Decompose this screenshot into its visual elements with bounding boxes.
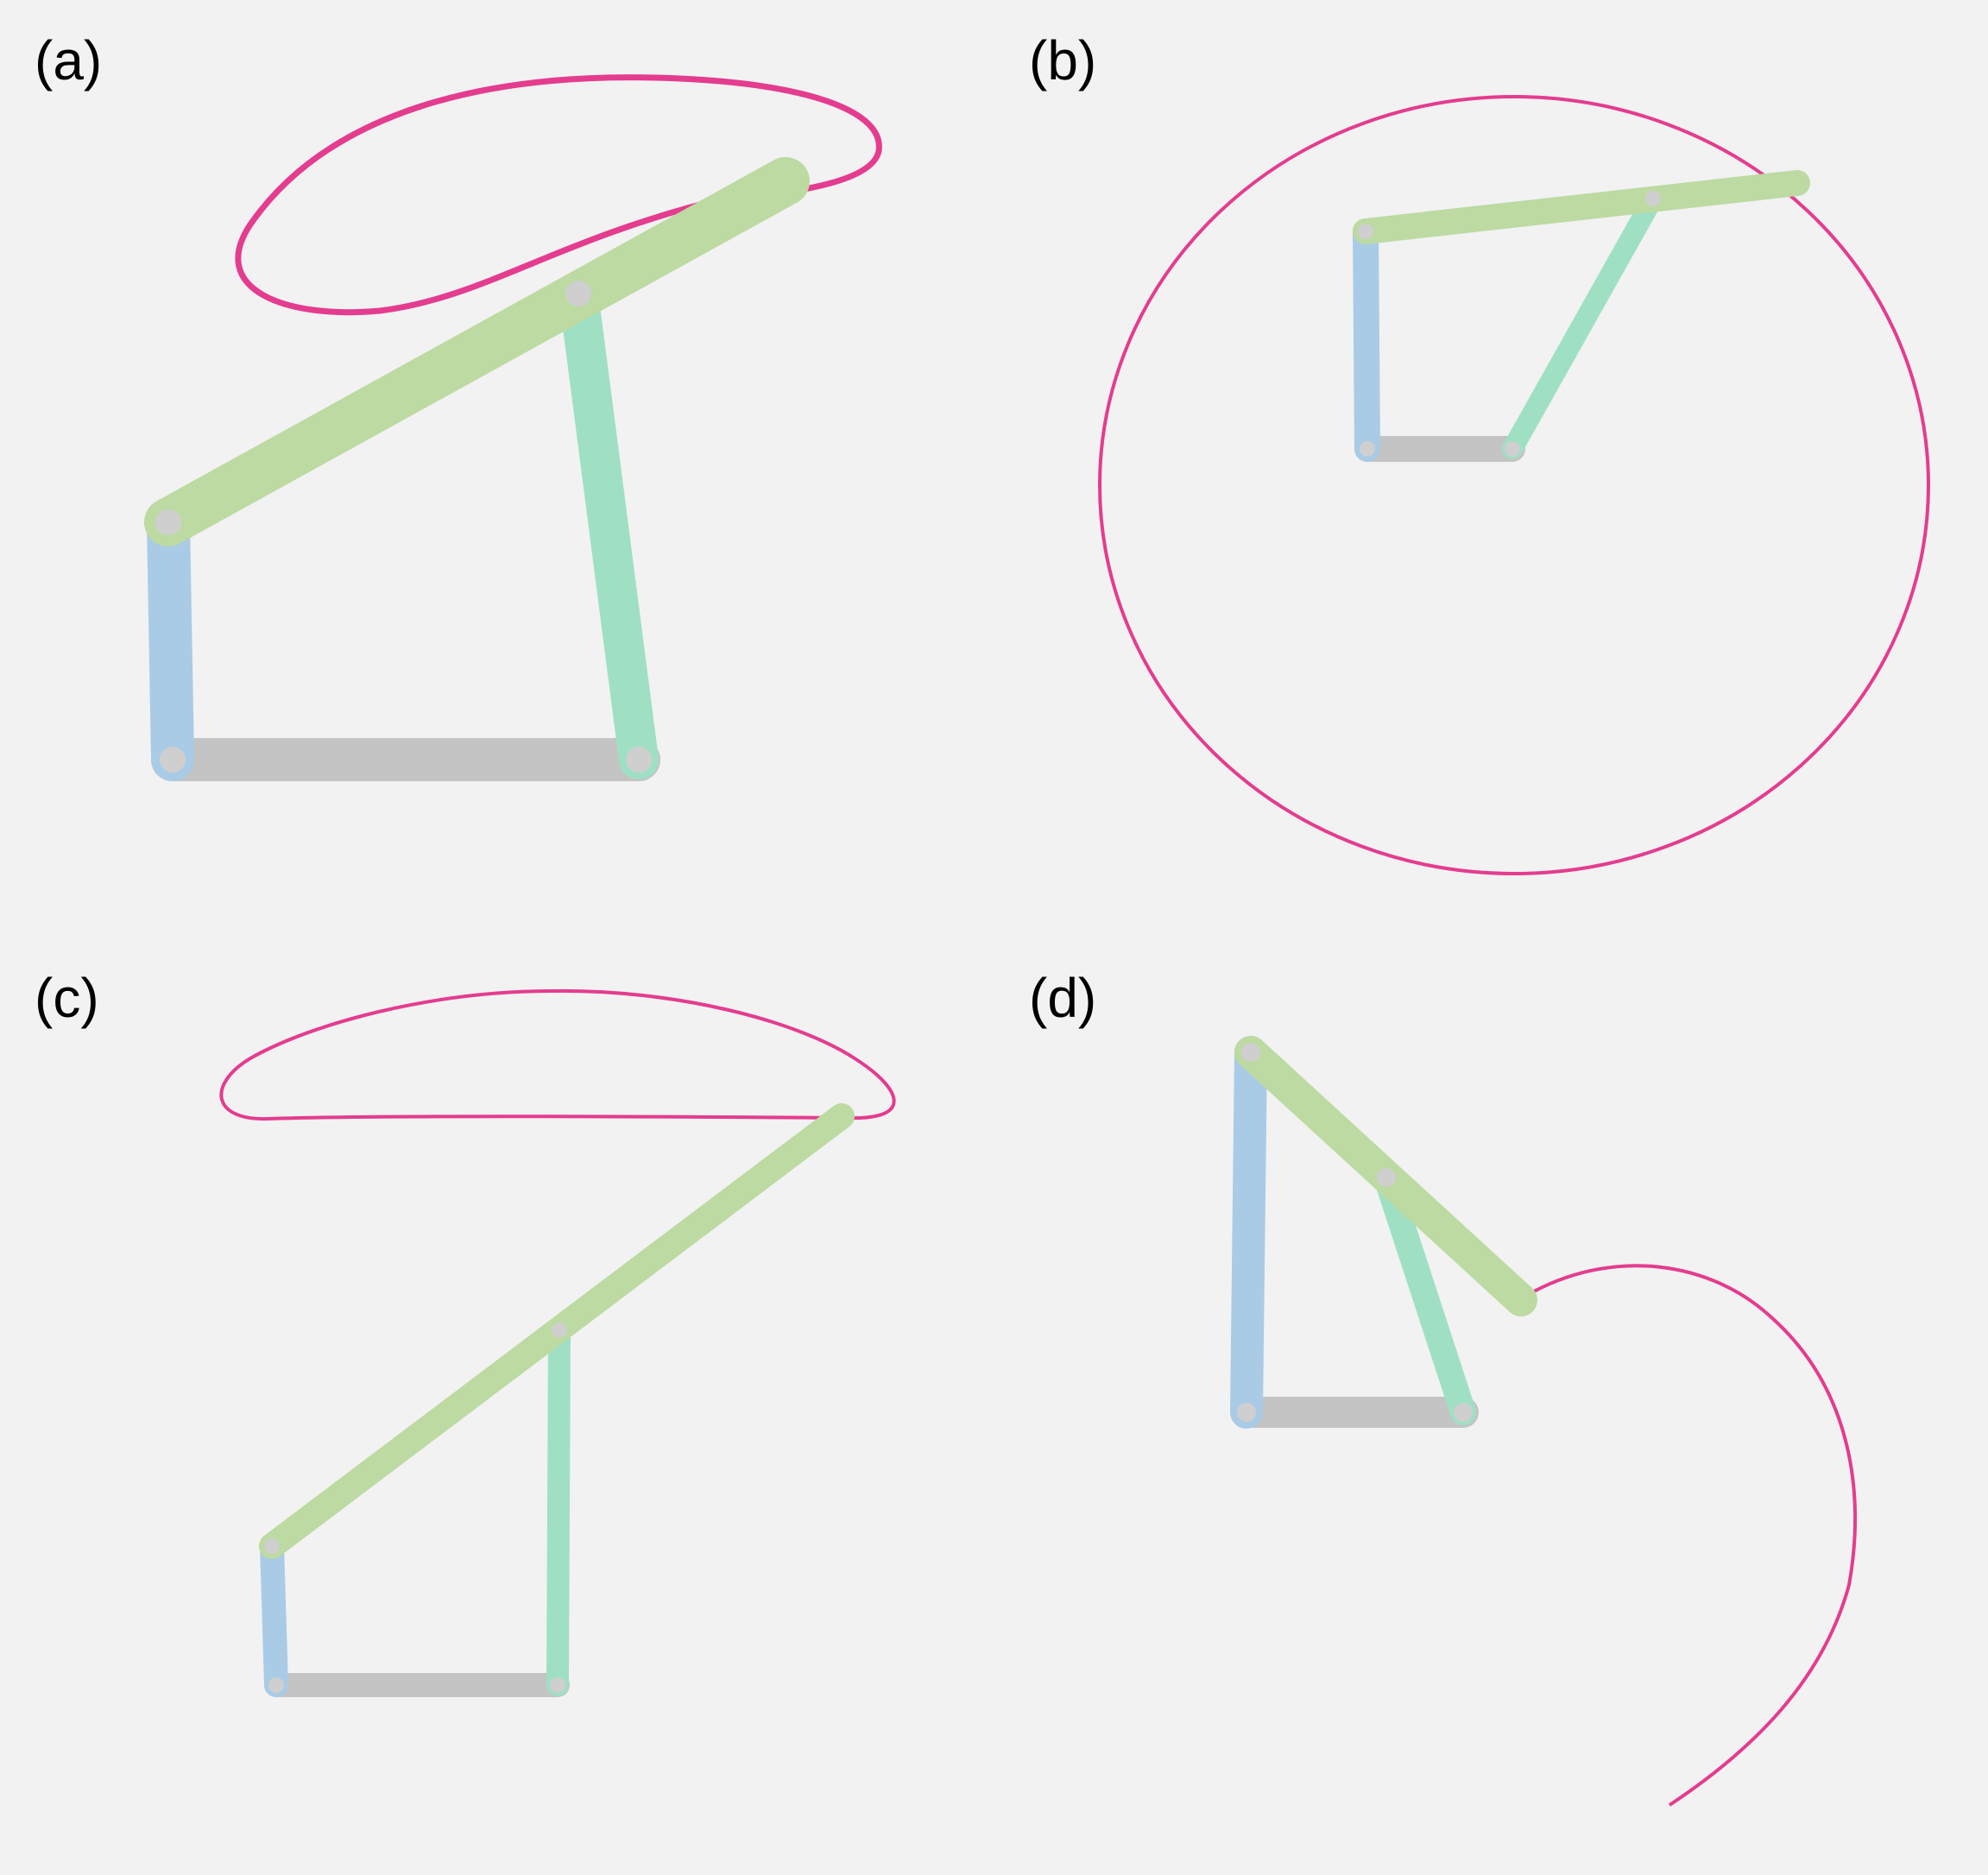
trace-curve-a (235, 74, 882, 316)
joint-d4 (1377, 1168, 1396, 1187)
linkage-diagram-a (144, 74, 882, 781)
joint-c2 (550, 1677, 565, 1693)
joint-a1 (160, 747, 186, 773)
panel-label-b: (b) (1029, 29, 1097, 92)
input-link-d (1230, 1036, 1267, 1429)
joint-b4 (1645, 191, 1661, 206)
panel-d: (d) (994, 938, 1988, 1875)
coupler-link-a (144, 157, 810, 546)
panel-b: (b) (994, 0, 1988, 938)
output-link-d (1373, 1165, 1476, 1425)
panel-c: (c) (0, 938, 994, 1875)
linkage-diagram-c (219, 988, 896, 1697)
joint-a4 (565, 281, 591, 306)
joint-c3 (264, 1538, 280, 1554)
trace-curve-b (1098, 95, 1930, 875)
joint-b2 (1505, 441, 1520, 457)
joint-a2 (626, 747, 652, 773)
joint-c1 (268, 1677, 284, 1693)
input-link-c (260, 1534, 288, 1697)
panel-label-d: (d) (1029, 967, 1097, 1029)
input-link-a (147, 501, 194, 781)
output-link-c (546, 1319, 571, 1696)
trace-curve-c (219, 988, 896, 1121)
trace-curve-d (1533, 1264, 1858, 1807)
joint-b1 (1360, 441, 1375, 457)
panel-a: (a) (0, 0, 994, 938)
output-link-a (559, 274, 659, 780)
joint-d3 (1241, 1043, 1260, 1062)
linkage-diagram-d (1230, 1036, 1858, 1807)
joint-c4 (552, 1323, 567, 1338)
output-link-b (1502, 188, 1663, 459)
coupler-link-b (1353, 170, 1810, 244)
linkage-diagram-b (1098, 95, 1930, 875)
joint-d2 (1454, 1403, 1473, 1422)
joint-d1 (1237, 1403, 1256, 1422)
panel-label-a: (a) (35, 29, 103, 92)
input-link-b (1353, 218, 1380, 462)
joint-b3 (1358, 224, 1373, 239)
panel-label-c: (c) (35, 967, 99, 1029)
joint-a3 (155, 509, 181, 535)
